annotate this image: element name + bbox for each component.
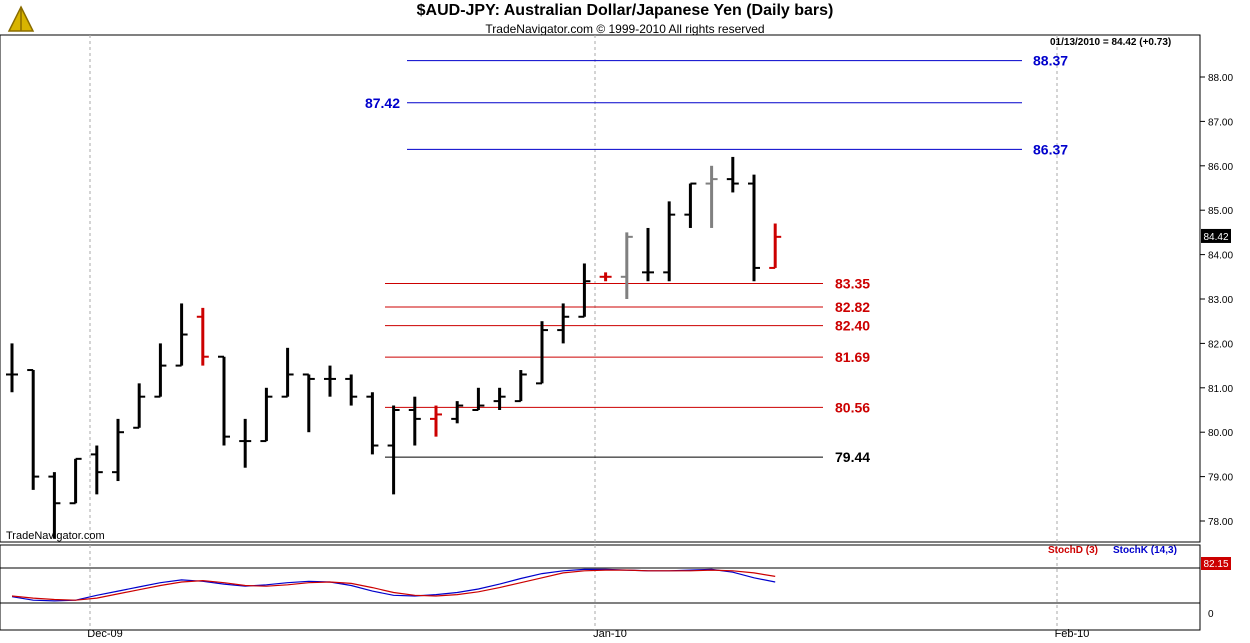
stoch-k-line	[11, 568, 776, 602]
level-label: 79.44	[835, 449, 870, 465]
level-label: 82.82	[835, 299, 870, 315]
stoch-d-legend: StochD (3)	[1048, 545, 1098, 556]
y-tick-label: 79.00	[1208, 473, 1233, 484]
stoch-value-label: 82.15	[1203, 559, 1228, 570]
stoch-k-legend: StochK (14,3)	[1113, 545, 1177, 556]
level-label: 88.37	[1033, 53, 1068, 69]
price-panel-frame	[0, 34, 1201, 543]
level-label: 80.56	[835, 399, 870, 415]
last-quote: 01/13/2010 = 84.42 (+0.73)	[1050, 37, 1172, 48]
level-label: 82.40	[835, 318, 870, 334]
level-label: 86.37	[1033, 141, 1068, 157]
stoch-panel-frame	[0, 544, 1201, 631]
x-tick-label: Jan-10	[593, 628, 627, 640]
y-tick-label: 84.00	[1208, 251, 1233, 262]
stoch-value-badge	[1201, 557, 1231, 570]
y-tick-label: 88.00	[1208, 73, 1233, 84]
level-label: 83.35	[835, 275, 870, 291]
x-tick-label: Feb-10	[1055, 628, 1090, 640]
y-tick-label: 78.00	[1208, 517, 1233, 528]
chart-subtitle: TradeNavigator.com © 1999-2010 All right…	[485, 22, 765, 36]
x-tick-label: Dec-09	[87, 628, 122, 640]
y-tick-label: 83.00	[1208, 295, 1233, 306]
stoch-d-line	[11, 569, 776, 601]
y-tick-label: 81.00	[1208, 384, 1233, 395]
last-price-label: 84.42	[1203, 232, 1228, 243]
y-tick-label: 85.00	[1208, 206, 1233, 217]
y-tick-label: 82.00	[1208, 339, 1233, 350]
stoch-zero-label: 0	[1208, 609, 1214, 620]
level-label: 87.42	[365, 95, 400, 111]
y-tick-label: 87.00	[1208, 117, 1233, 128]
y-tick-label: 80.00	[1208, 428, 1233, 439]
last-price-badge	[1201, 228, 1231, 243]
chart-title: $AUD-JPY: Australian Dollar/Japanese Yen…	[416, 2, 834, 19]
app-logo-icon	[6, 4, 36, 34]
level-label: 81.69	[835, 349, 870, 365]
watermark: TradeNavigator.com	[6, 530, 105, 542]
y-tick-label: 86.00	[1208, 162, 1233, 173]
